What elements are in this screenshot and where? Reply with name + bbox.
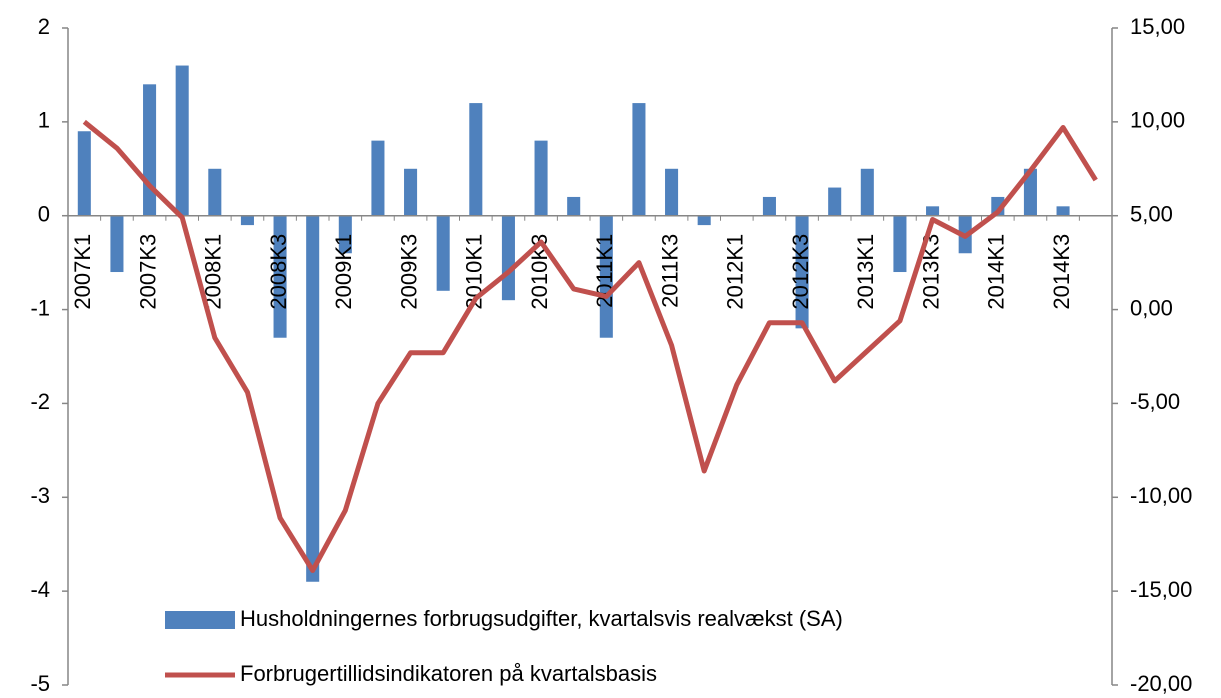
y2-tick-label: -10,00	[1130, 483, 1192, 508]
y2-tick-label: 0,00	[1130, 295, 1173, 320]
y-tick-label: -1	[30, 295, 50, 320]
y2-tick-label: -15,00	[1130, 577, 1192, 602]
legend-label: Forbrugertillidsindikatoren på kvartalsb…	[240, 661, 657, 686]
bar	[795, 215, 809, 329]
bar	[371, 140, 385, 216]
y2-tick-label: -20,00	[1130, 671, 1192, 696]
bar	[501, 215, 515, 301]
bar	[1056, 206, 1070, 216]
bar	[110, 215, 124, 273]
bar	[240, 215, 254, 226]
bar	[893, 215, 907, 273]
x-tick-label: 2014K3	[1049, 234, 1074, 310]
bar	[436, 215, 450, 291]
bar	[926, 206, 940, 216]
bar	[273, 215, 287, 338]
y2-tick-label: -5,00	[1130, 389, 1180, 414]
bar	[567, 196, 581, 216]
bar	[665, 168, 679, 216]
bar	[828, 187, 842, 216]
y2-tick-label: 10,00	[1130, 108, 1185, 133]
x-tick-label: 2012K1	[723, 234, 748, 310]
y-tick-label: -4	[30, 577, 50, 602]
y2-tick-label: 15,00	[1130, 14, 1185, 39]
bar	[632, 103, 646, 216]
bar	[175, 65, 189, 216]
bar	[77, 131, 91, 216]
bar	[762, 196, 776, 216]
bar	[306, 215, 320, 582]
bar	[208, 168, 222, 216]
x-tick-label: 2012K3	[788, 234, 813, 310]
bar	[599, 215, 613, 338]
x-tick-label: 2013K1	[853, 234, 878, 310]
y-tick-label: 1	[38, 108, 50, 133]
bar	[404, 168, 418, 216]
bar	[338, 215, 352, 254]
y-tick-label: -2	[30, 389, 50, 414]
x-tick-label: 2014K1	[984, 234, 1009, 310]
y-tick-label: -5	[30, 671, 50, 696]
legend-swatch	[165, 611, 235, 629]
bar	[143, 84, 157, 216]
x-tick-label: 2009K3	[396, 234, 421, 310]
bar	[469, 103, 483, 216]
x-tick-label: 2008K3	[266, 234, 291, 310]
y-tick-label: -3	[30, 483, 50, 508]
bar	[697, 215, 711, 226]
x-tick-label: 2009K1	[331, 234, 356, 310]
bar	[1023, 168, 1037, 216]
bar	[534, 140, 548, 216]
x-tick-label: 2007K3	[135, 234, 160, 310]
bar	[860, 168, 874, 216]
y-tick-label: 0	[38, 202, 50, 227]
x-tick-label: 2011K3	[657, 234, 682, 308]
y2-tick-label: 5,00	[1130, 202, 1173, 227]
legend-label: Husholdningernes forbrugsudgifter, kvart…	[240, 606, 843, 631]
y-tick-label: 2	[38, 14, 50, 39]
line	[82, 119, 1098, 573]
x-tick-label: 2007K1	[70, 234, 95, 310]
